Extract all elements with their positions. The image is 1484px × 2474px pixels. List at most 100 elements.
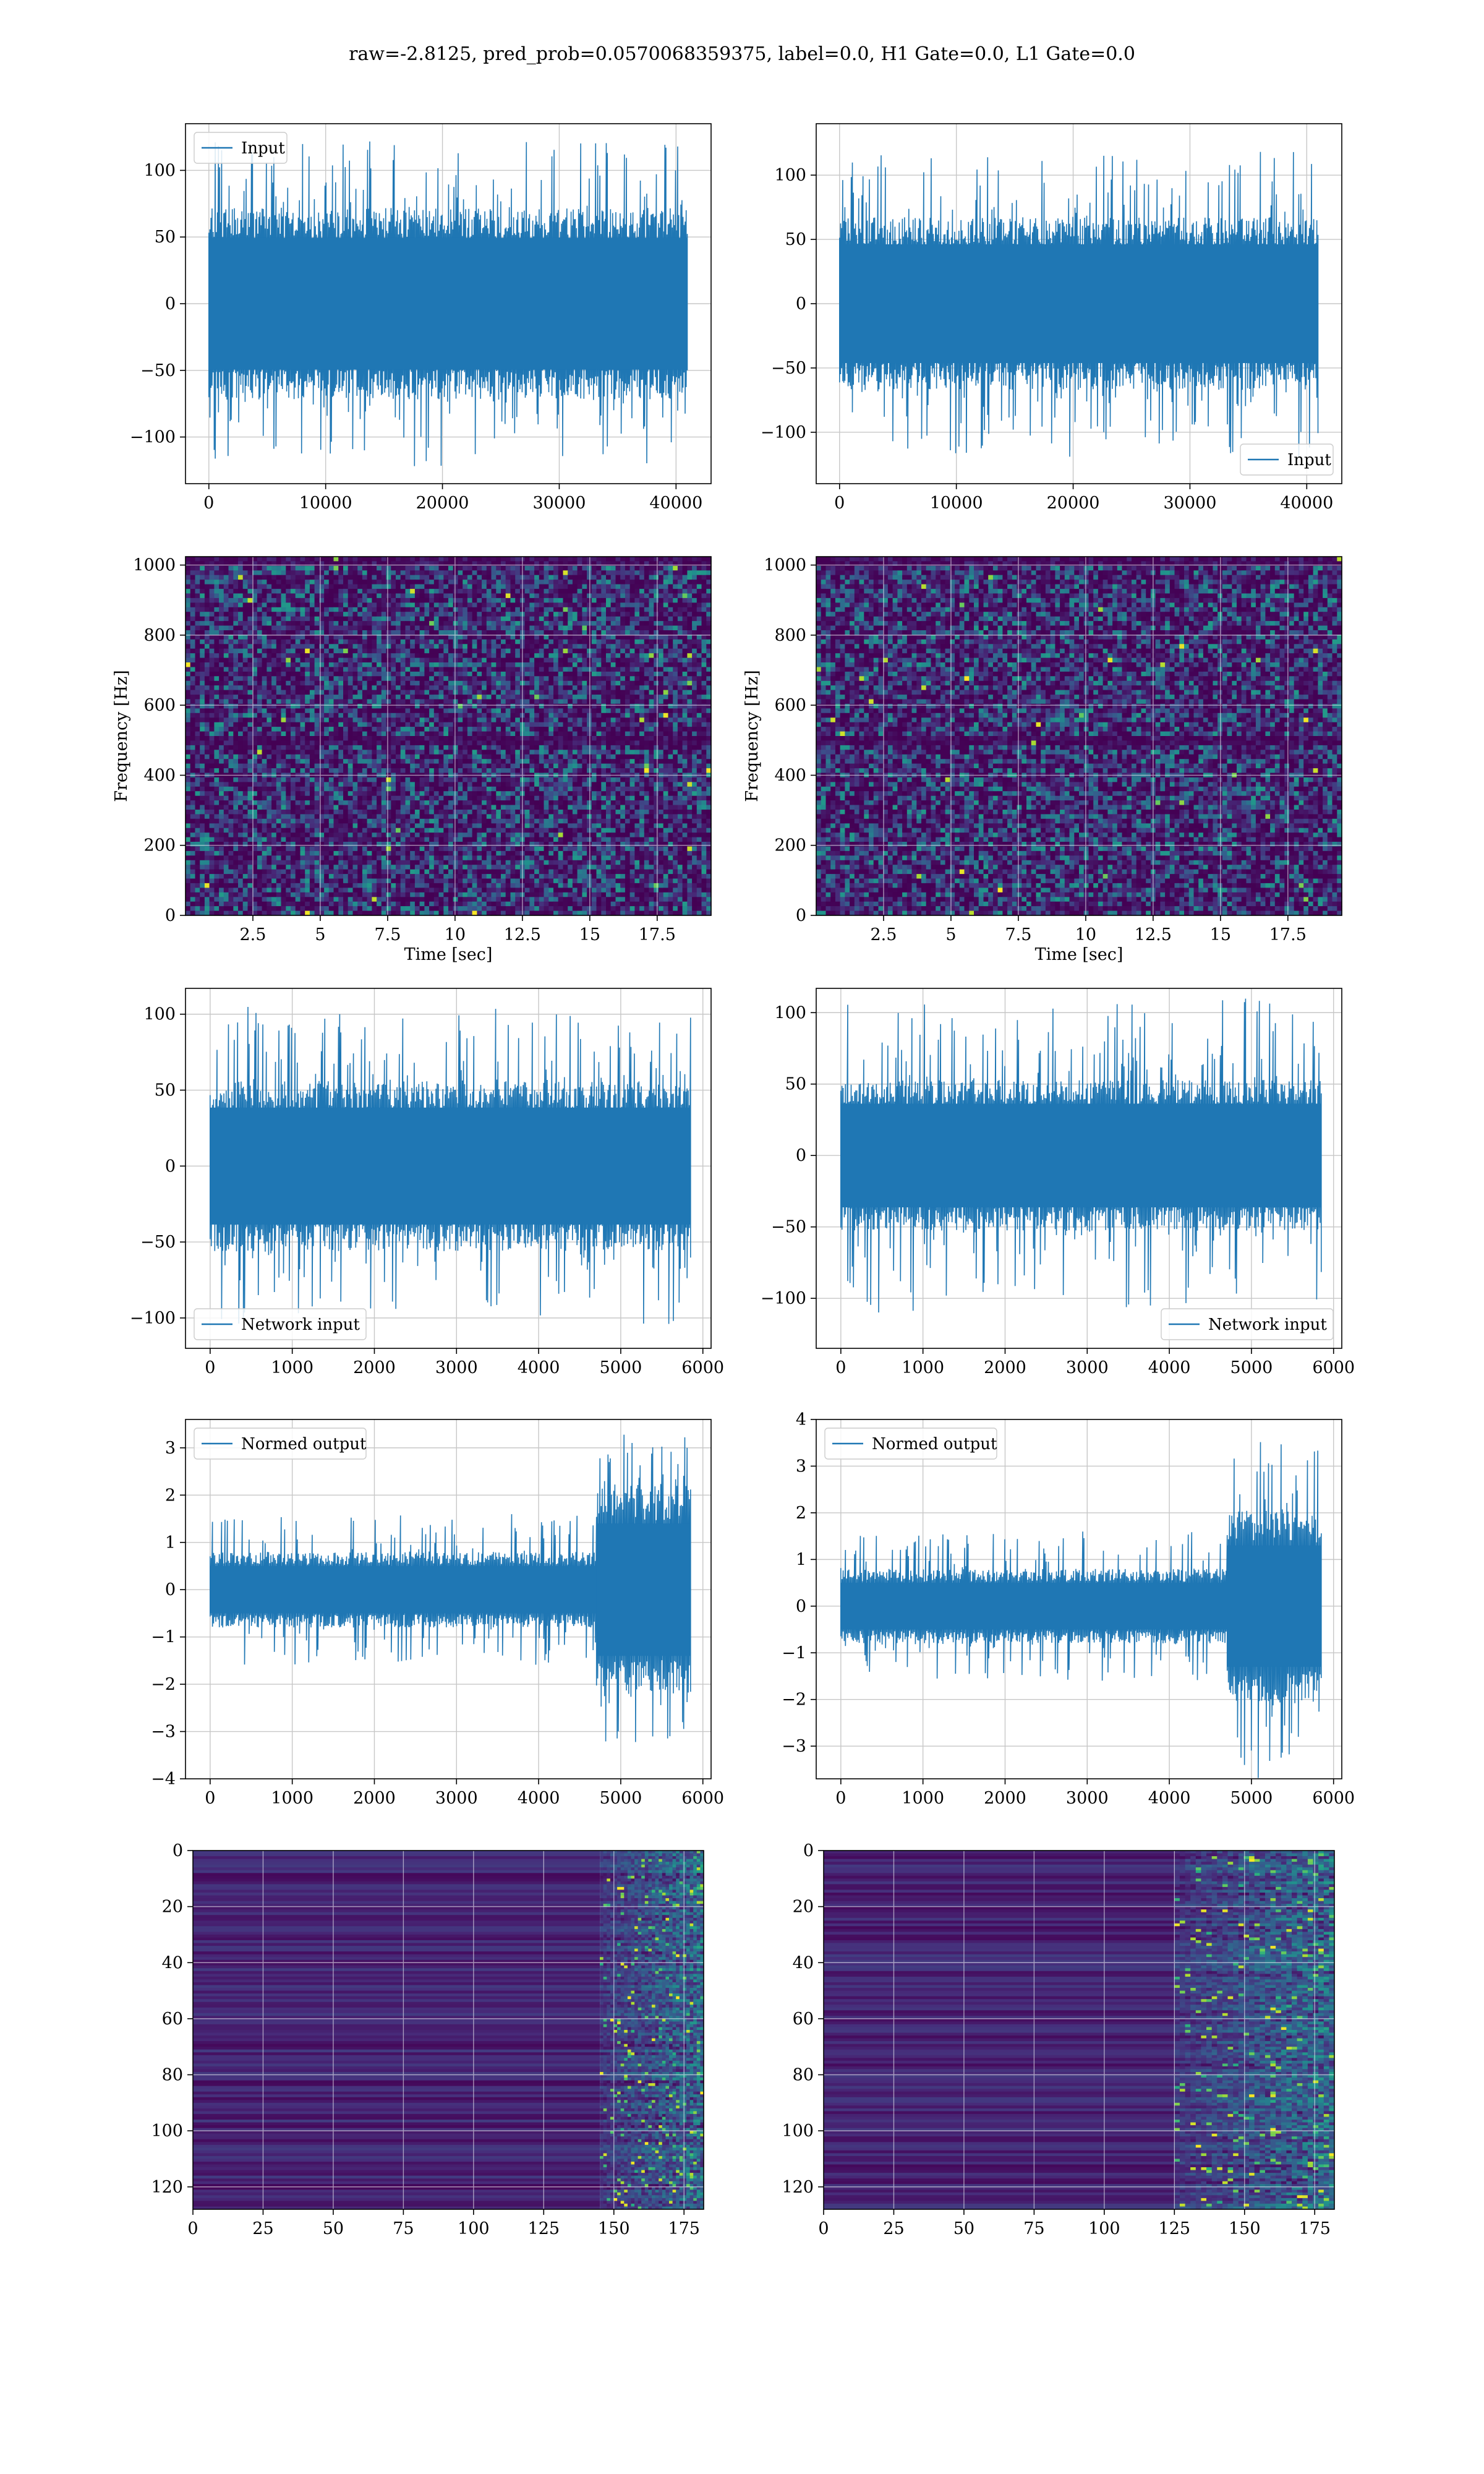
heatmap-cell xyxy=(544,621,549,626)
heatmap-cell xyxy=(315,635,320,640)
heatmap-cell xyxy=(702,557,707,562)
heatmap-cell xyxy=(229,575,234,580)
heatmap-cell xyxy=(553,722,558,727)
heatmap-cell xyxy=(611,708,616,713)
heatmap-cell xyxy=(668,685,673,690)
heatmap-cell xyxy=(563,727,568,732)
heatmap-cell xyxy=(506,713,511,718)
heatmap-cell xyxy=(434,681,439,686)
heatmap-cell xyxy=(219,667,224,672)
heatmap-cell xyxy=(453,653,458,658)
heatmap-cell xyxy=(673,727,678,732)
heatmap-cell xyxy=(243,727,248,732)
heatmap-cell xyxy=(362,713,367,718)
heatmap-cell xyxy=(257,557,262,562)
heatmap-cell xyxy=(195,759,200,764)
heatmap-cell xyxy=(668,755,673,760)
heatmap-cell xyxy=(687,649,692,654)
heatmap-cell xyxy=(377,589,382,594)
heatmap-cell xyxy=(539,704,544,709)
heatmap-cell xyxy=(487,736,492,741)
heatmap-cell xyxy=(611,658,616,663)
heatmap-cell xyxy=(434,704,439,709)
heatmap-cell xyxy=(372,690,377,695)
heatmap-cell xyxy=(573,649,578,654)
heatmap-cell xyxy=(190,640,195,644)
heatmap-cell xyxy=(692,676,697,681)
heatmap-cell xyxy=(472,584,477,589)
heatmap-cell xyxy=(420,759,425,764)
heatmap-cell xyxy=(611,690,616,695)
heatmap-cell xyxy=(697,667,702,672)
heatmap-cell xyxy=(391,630,396,635)
heatmap-cell xyxy=(410,598,415,603)
heatmap-cell xyxy=(673,681,678,686)
heatmap-cell xyxy=(386,750,391,755)
heatmap-cell xyxy=(511,584,516,589)
heatmap-cell xyxy=(568,727,573,732)
heatmap-cell xyxy=(639,740,644,745)
heatmap-cell xyxy=(229,635,234,640)
heatmap-cell xyxy=(190,713,195,718)
heatmap-cell xyxy=(310,695,315,700)
heatmap-cells xyxy=(186,557,712,916)
heatmap-cell xyxy=(644,589,649,594)
heatmap-cell xyxy=(687,644,692,649)
heatmap-cell xyxy=(410,584,415,589)
heatmap-cell xyxy=(597,621,602,626)
heatmap-cell xyxy=(606,740,611,745)
heatmap-cell xyxy=(634,685,639,690)
heatmap-cell xyxy=(434,580,439,584)
heatmap-cell xyxy=(477,612,482,617)
heatmap-cell xyxy=(573,727,578,732)
heatmap-cell xyxy=(386,566,391,571)
heatmap-cell xyxy=(406,570,411,575)
heatmap-cell xyxy=(487,598,492,603)
heatmap-cell xyxy=(525,695,530,700)
heatmap-cell xyxy=(377,635,382,640)
heatmap-cell xyxy=(673,621,678,626)
heatmap-cell xyxy=(611,713,616,718)
heatmap-cell xyxy=(396,589,401,594)
heatmap-cell xyxy=(286,750,291,755)
heatmap-cell xyxy=(529,690,534,695)
heatmap-cell xyxy=(477,695,482,700)
heatmap-cell xyxy=(238,722,243,727)
heatmap-cell xyxy=(301,626,305,631)
heatmap-cell xyxy=(367,662,372,667)
heatmap-cell xyxy=(200,584,205,589)
heatmap-cell xyxy=(501,759,506,764)
heatmap-cell xyxy=(248,717,253,722)
heatmap-cell xyxy=(683,612,688,617)
heatmap-cell xyxy=(262,704,267,709)
heatmap-cell xyxy=(296,658,301,663)
heatmap-cell xyxy=(463,653,467,658)
heatmap-cell xyxy=(334,644,339,649)
heatmap-cell xyxy=(511,617,516,622)
heatmap-cell xyxy=(420,649,425,654)
heatmap-cell xyxy=(606,612,611,617)
heatmap-cell xyxy=(386,584,391,589)
heatmap-cell xyxy=(611,736,616,741)
heatmap-cell xyxy=(687,612,692,617)
heatmap-cell xyxy=(668,644,673,649)
heatmap-cell xyxy=(606,557,611,562)
heatmap-cell xyxy=(558,644,563,649)
heatmap-cell xyxy=(534,617,539,622)
heatmap-cell xyxy=(324,602,329,607)
heatmap-cell xyxy=(195,570,200,575)
heatmap-cell xyxy=(267,658,271,663)
heatmap-cell xyxy=(391,612,396,617)
heatmap-cell xyxy=(286,740,291,745)
heatmap-cell xyxy=(592,566,597,571)
heatmap-cell xyxy=(439,732,444,737)
heatmap-cell xyxy=(372,732,377,737)
heatmap-cell xyxy=(448,681,453,686)
heatmap-cell xyxy=(654,690,659,695)
heatmap-cell xyxy=(453,672,458,677)
heatmap-cell xyxy=(501,557,506,562)
heatmap-cell xyxy=(329,708,334,713)
heatmap-cell xyxy=(377,557,382,562)
heatmap-cell xyxy=(195,658,200,663)
heatmap-cell xyxy=(630,644,635,649)
